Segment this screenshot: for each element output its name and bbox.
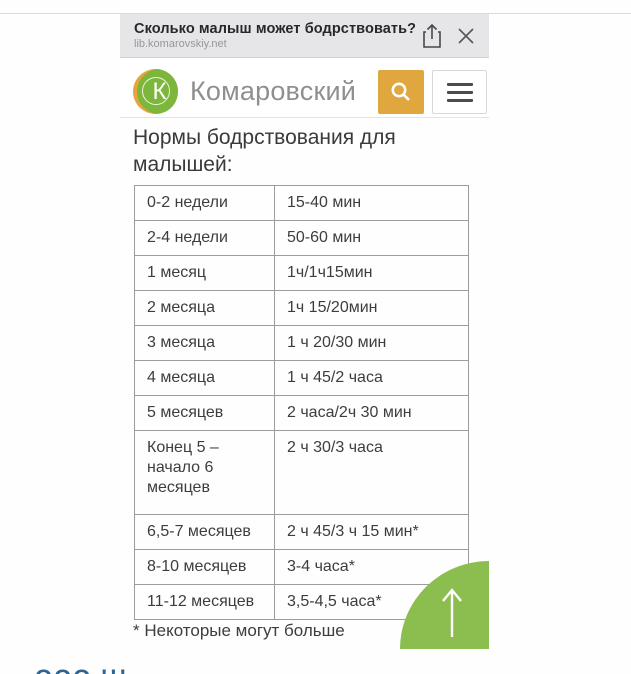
search-button[interactable] [378, 70, 424, 114]
header-divider [120, 117, 489, 118]
share-icon[interactable] [415, 19, 449, 53]
arrow-up-icon [442, 588, 462, 637]
table-row: 1 месяц 1ч/1ч15мин [134, 255, 469, 291]
table-row: 6,5-7 месяцев 2 ч 45/3 ч 15 мин* [134, 514, 469, 550]
brand-name[interactable]: Комаровский [190, 76, 357, 106]
clipped-bottom-text: ООО !!! [35, 665, 128, 674]
logo-letter: К [152, 77, 167, 105]
hamburger-icon [446, 82, 473, 86]
table-footnote: * Некоторые могут больше [133, 621, 345, 640]
komarovskiy-logo[interactable]: К [133, 69, 178, 114]
banner-text: Сколько малыш может бодрствовать?... lib… [120, 21, 415, 50]
top-divider [0, 13, 631, 14]
page-url: lib.komarovskiy.net [134, 38, 227, 50]
table-row: 3 месяца 1 ч 20/30 мин [134, 325, 469, 361]
browser-banner: Сколько малыш может бодрствовать?... lib… [120, 14, 489, 58]
hamburger-menu-button[interactable] [432, 70, 487, 114]
table-row: 2-4 недели 50-60 мин [134, 220, 469, 256]
page-title: Сколько малыш может бодрствовать?... [134, 21, 415, 37]
table-row: Конец 5 – начало 6 месяцев 2 ч 30/3 часа [134, 430, 469, 515]
search-icon [391, 82, 410, 101]
table-row: 8-10 месяцев 3-4 часа* [134, 549, 469, 585]
wakefulness-table: 0-2 недели 15-40 мин 2-4 недели 50-60 мин … [134, 185, 469, 620]
close-icon[interactable] [449, 19, 483, 53]
table-row: 5 месяцев 2 часа/2ч 30 мин [134, 395, 469, 431]
logo-ring [142, 77, 170, 105]
table-row: 2 месяца 1ч 15/20мин [134, 290, 469, 326]
table-row: 0-2 недели 15-40 мин [134, 185, 469, 221]
article-heading: Нормы бодрствования для малышей: [133, 126, 396, 176]
table-row: 4 месяца 1 ч 45/2 часа [134, 360, 469, 396]
site-header: К Комаровский [120, 58, 489, 117]
